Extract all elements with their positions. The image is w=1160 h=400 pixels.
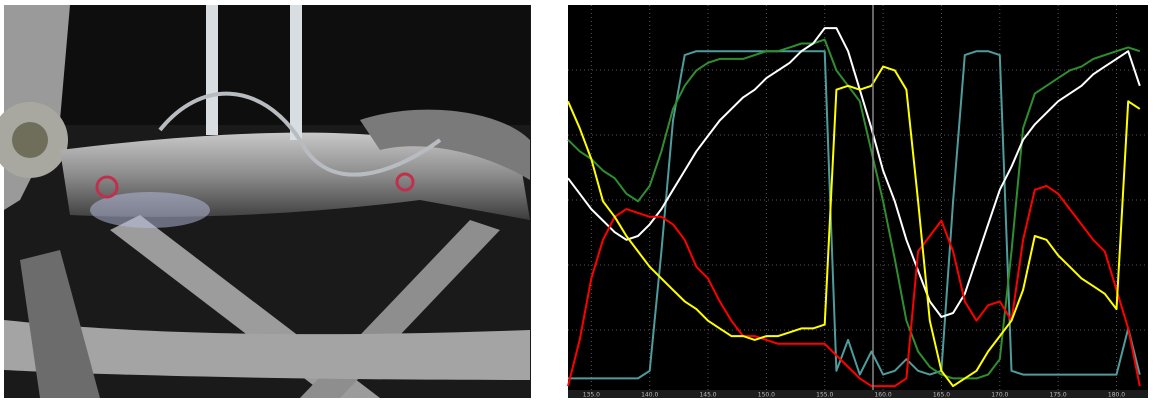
x-tick-label: 150.0 [758,392,775,399]
plot [567,5,1141,390]
x-tick-label: 155.0 [816,392,833,399]
series-line [567,184,1141,388]
x-tick-label: 160.0 [874,392,891,399]
series-line [568,50,1141,380]
row-guides [568,69,1148,331]
photo [0,5,531,398]
x-tick-label: 145.0 [699,392,716,399]
x-tick-label: 170.0 [991,392,1008,399]
x-tick-label: 135.0 [583,392,600,399]
x-tick-label: 165.0 [933,392,950,399]
x-axis-strip [568,390,1148,398]
series-line [567,65,1141,388]
x-tick-label: 180.0 [1108,392,1125,399]
plot-background [568,5,1148,398]
series-line [567,38,1141,380]
chart-panel [567,5,1148,398]
x-tick-label: 140.0 [641,392,658,399]
x-tick-label: 175.0 [1050,392,1067,399]
series-line [567,27,1141,318]
